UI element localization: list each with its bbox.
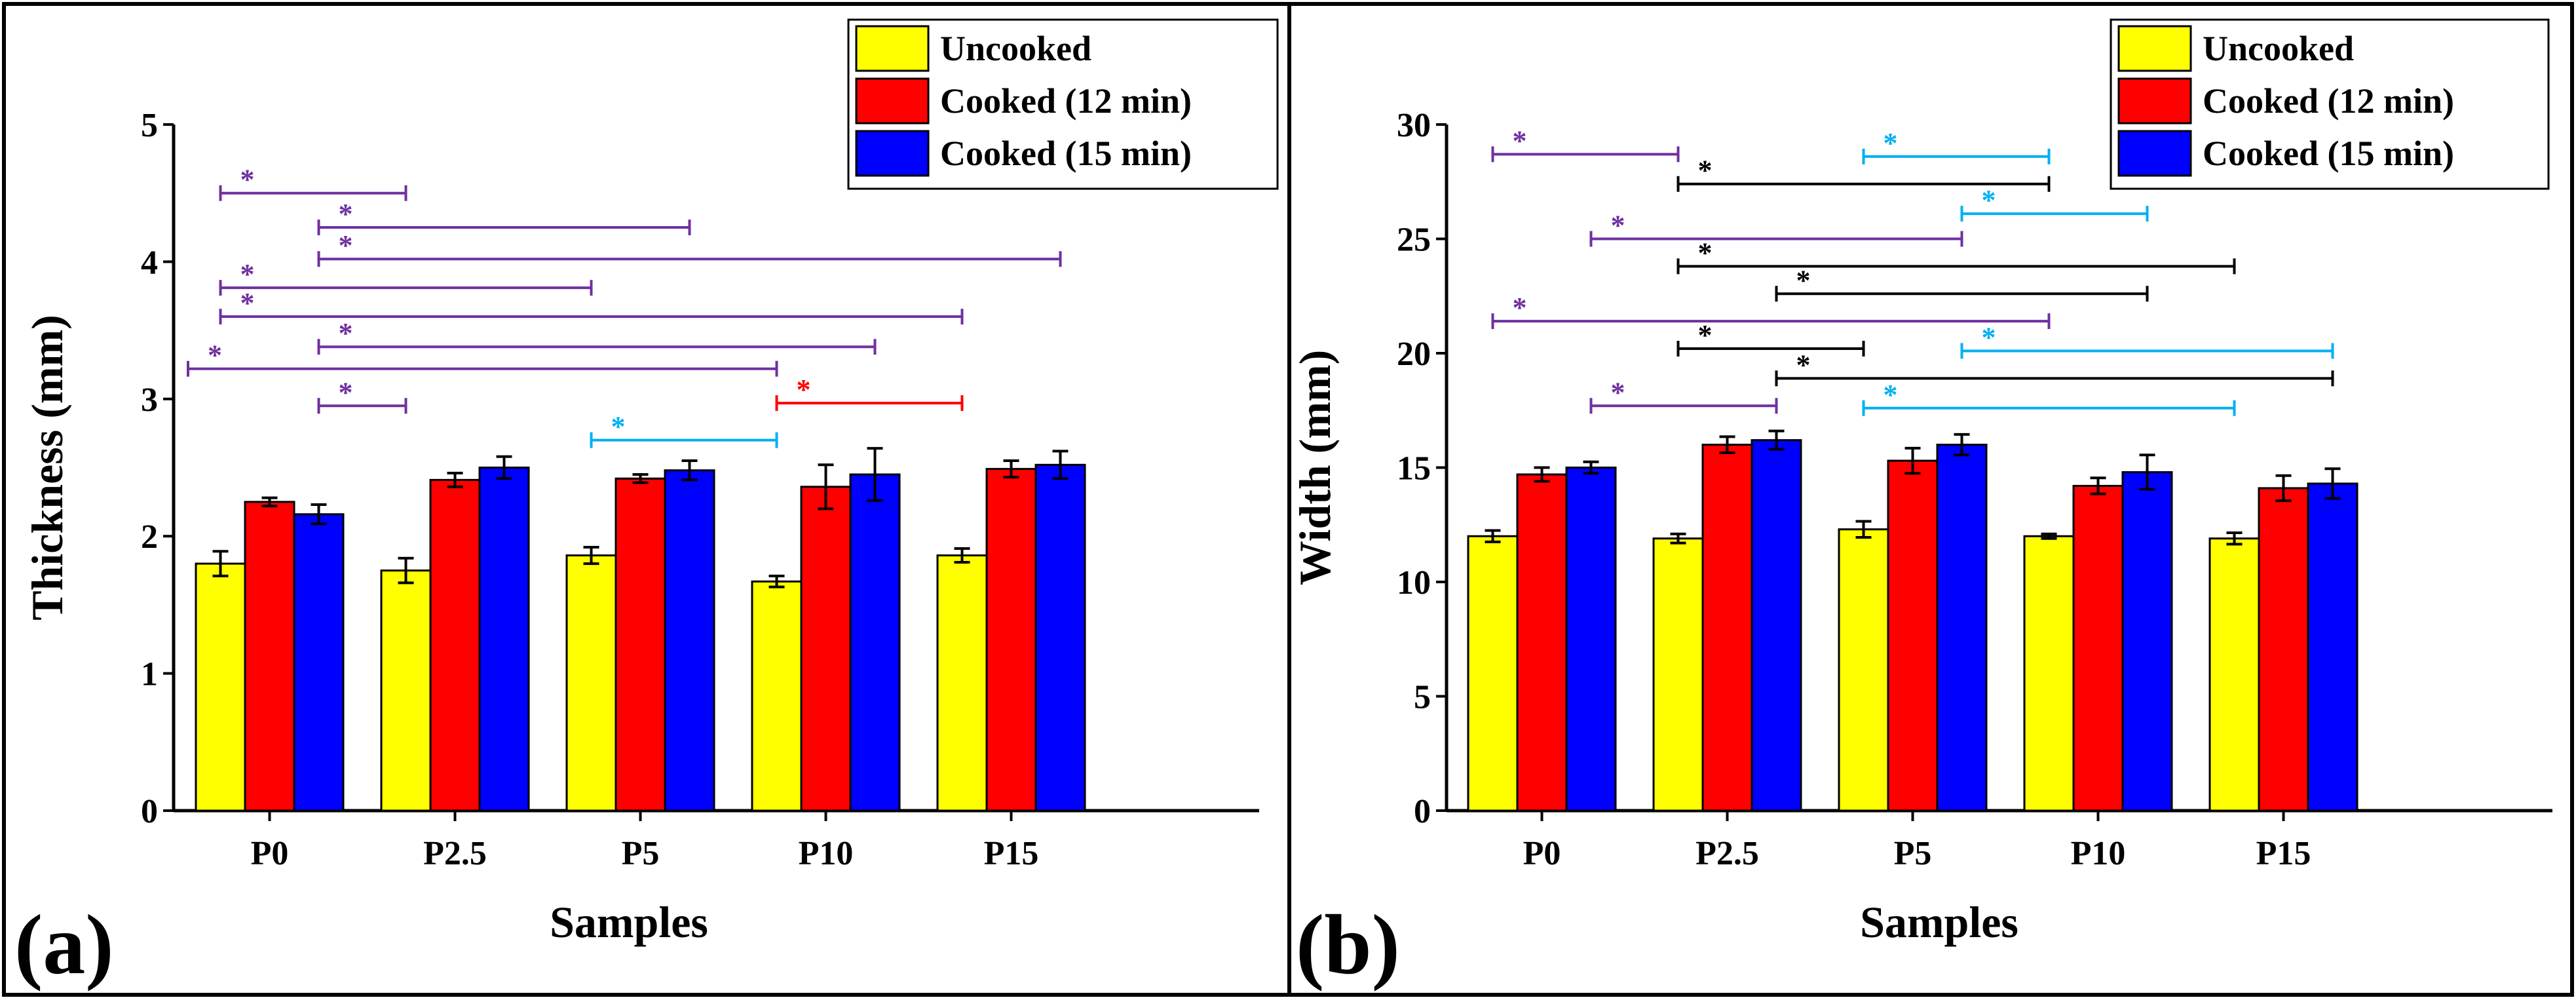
significance-star: * [339, 198, 353, 230]
bar-cooked12-p5 [615, 477, 666, 812]
width-chart: 0 5 10 15 20 25 30 P0 P2.5 P5 P10 P15 Samples Width (… [1290, 18, 2552, 992]
legend-label-cooked12: Cooked (12 min) [2203, 81, 2454, 121]
bar-uncooked-p5 [565, 554, 617, 812]
bar-cooked12-p2-5 [1701, 444, 1753, 812]
y-axis-label: Thickness (mm) [22, 315, 72, 621]
x-tick-label-p15: P15 [984, 835, 1039, 872]
significance-star: * [1698, 319, 1713, 351]
panel-label: (a) [14, 898, 114, 992]
legend-label-cooked15: Cooked (15 min) [940, 134, 1192, 173]
bar-cooked12-p10 [2072, 484, 2124, 812]
y-tick-label: 20 [1397, 336, 1431, 373]
significance-star: * [1611, 376, 1625, 408]
x-tick-label-p0: P0 [1523, 835, 1561, 872]
x-axis-label: Samples [1860, 897, 2018, 947]
bar-uncooked-p5 [1838, 528, 1889, 812]
significance-star: * [208, 339, 222, 372]
bar-cooked12-p0 [244, 501, 295, 812]
significance-star: * [339, 376, 353, 408]
legend-swatch-cooked12 [855, 77, 930, 125]
x-tick-label-p10: P10 [799, 835, 854, 872]
y-tick-label: 5 [141, 107, 158, 144]
legend-swatch-uncooked [855, 25, 930, 72]
y-tick-label: 0 [141, 793, 158, 830]
significance-star: * [240, 164, 255, 196]
bar-cooked15-p2-5 [478, 467, 530, 812]
y-tick-label: 3 [141, 381, 158, 419]
significance-star: * [1982, 184, 1996, 216]
significance-star: * [1513, 125, 1527, 157]
significance-star: * [240, 287, 255, 319]
bar-cooked15-p5 [1936, 444, 1988, 812]
significance-star: * [240, 258, 255, 290]
x-tick-label-p2-5: P2.5 [1695, 835, 1759, 872]
y-axis-label: Width (mm) [1290, 350, 1340, 586]
legend-label-cooked12: Cooked (12 min) [940, 81, 1192, 121]
y-tick-label: 4 [141, 244, 158, 281]
significance-star: * [1982, 322, 1996, 354]
bar-uncooked-p0 [1467, 535, 1519, 812]
bar-uncooked-p10 [2023, 535, 2075, 812]
significance-star: * [1698, 237, 1713, 269]
significance-star: * [1884, 127, 1898, 159]
y-tick-label: 15 [1397, 450, 1431, 488]
bar-cooked12-p10 [800, 486, 852, 812]
bar-cooked15-p0 [293, 513, 345, 812]
y-tick-label: 2 [141, 518, 158, 556]
significance-star: * [1513, 292, 1527, 324]
legend-swatch-cooked15 [2117, 130, 2192, 177]
y-tick-label: 30 [1397, 107, 1431, 144]
bar-uncooked-p15 [936, 554, 988, 812]
y-tick-label: 25 [1397, 222, 1431, 259]
panel-label: (b) [1296, 898, 1400, 992]
significance-star: * [1611, 210, 1625, 242]
significance-star: * [339, 229, 353, 261]
x-tick-label-p15: P15 [2256, 835, 2311, 872]
bar-uncooked-p10 [751, 580, 803, 812]
bar-uncooked-p2-5 [380, 569, 432, 812]
x-tick-label-p5: P5 [622, 835, 660, 872]
bar-cooked15-p10 [2121, 471, 2173, 812]
bar-uncooked-p0 [195, 562, 246, 812]
bar-cooked12-p2-5 [429, 478, 481, 812]
x-tick-label-p0: P0 [251, 835, 289, 872]
bar-cooked12-p0 [1516, 473, 1568, 812]
bar-cooked15-p0 [1565, 467, 1617, 812]
significance-star: * [1796, 349, 1811, 381]
y-tick-label: 0 [1414, 793, 1431, 830]
y-tick-label: 1 [141, 656, 158, 693]
bar-cooked12-p15 [985, 468, 1037, 812]
significance-star: * [1698, 155, 1713, 187]
bar-cooked15-p2-5 [1751, 439, 1802, 812]
legend-swatch-cooked15 [855, 130, 930, 177]
y-tick-label: 10 [1397, 564, 1431, 602]
bar-cooked12-p5 [1887, 459, 1939, 812]
bar-cooked15-p15 [1034, 463, 1086, 812]
panel-b-frame [1287, 2, 2574, 997]
significance-star: * [1796, 264, 1811, 296]
significance-star: * [797, 374, 811, 406]
bar-cooked15-p5 [664, 469, 715, 812]
thickness-chart: 0 1 2 3 4 5 P0 P2.5 P5 P10 P15 Samples Thickness (mm… [14, 18, 1279, 992]
bar-uncooked-p15 [2208, 537, 2260, 812]
legend-label-uncooked: Uncooked [2203, 29, 2354, 68]
bar-cooked15-p10 [849, 473, 901, 812]
legend-label-cooked15: Cooked (15 min) [2203, 134, 2454, 173]
legend-label-uncooked: Uncooked [940, 29, 1091, 68]
bar-cooked12-p15 [2258, 487, 2309, 812]
bar-uncooked-p2-5 [1652, 537, 1704, 812]
legend-swatch-uncooked [2117, 25, 2192, 72]
legend-swatch-cooked12 [2117, 77, 2192, 125]
x-axis-label: Samples [550, 897, 708, 947]
bar-cooked15-p15 [2307, 482, 2358, 812]
x-tick-label-p5: P5 [1894, 835, 1932, 872]
x-tick-label-p10: P10 [2071, 835, 2126, 872]
y-tick-label: 5 [1414, 679, 1431, 716]
significance-star: * [1884, 379, 1898, 411]
significance-star: * [339, 317, 353, 349]
x-tick-label-p2-5: P2.5 [423, 835, 487, 872]
significance-star: * [611, 411, 626, 443]
